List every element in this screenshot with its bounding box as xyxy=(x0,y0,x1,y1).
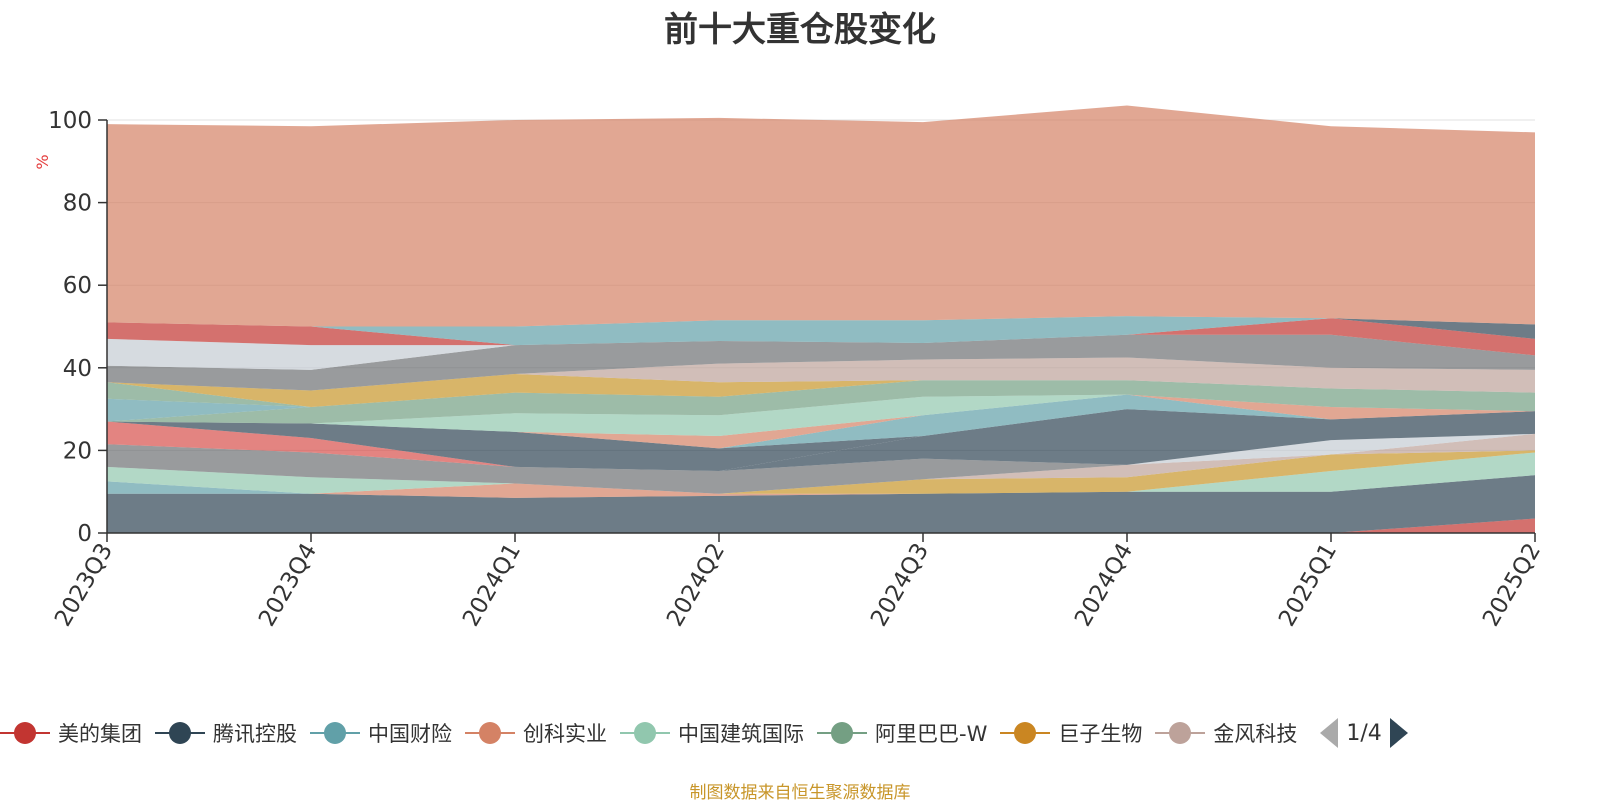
legend-item[interactable]: 阿里巴巴-W xyxy=(817,718,987,748)
x-tick-label: 2024Q3 xyxy=(866,539,934,631)
legend: 美的集团 腾讯控股 中国财险 创科实业 中国建筑国际 阿里巴巴-W 巨子生物 金风科技 1/4 xyxy=(0,713,1408,753)
x-tick-label: 2025Q1 xyxy=(1274,539,1342,631)
legend-page-indicator: 1/4 xyxy=(1346,720,1382,746)
area-band-17 xyxy=(107,380,1535,408)
y-tick-label: 80 xyxy=(63,191,92,217)
y-tick-label: 40 xyxy=(63,356,92,382)
area-band-1 xyxy=(107,475,1535,533)
legend-marker-icon xyxy=(465,722,515,744)
area-band-15 xyxy=(107,380,1535,424)
x-tick-label: 2023Q4 xyxy=(254,539,322,631)
legend-label: 巨子生物 xyxy=(1058,722,1143,746)
triangle-right-icon[interactable] xyxy=(1389,718,1408,748)
legend-item[interactable]: 巨子生物 xyxy=(1000,718,1142,748)
area-band-22 xyxy=(107,318,1535,356)
legend-marker-icon xyxy=(1000,722,1051,744)
x-tick-label: 2024Q1 xyxy=(458,539,526,631)
y-tick-label: 100 xyxy=(48,108,92,134)
legend-label: 腾讯控股 xyxy=(213,722,297,746)
area-band-4 xyxy=(107,452,1535,494)
area-band-21 xyxy=(107,334,1535,370)
area-band-20 xyxy=(107,334,1535,391)
area-band-12 xyxy=(107,394,1535,449)
legend-marker-icon xyxy=(817,722,867,744)
area-band-5 xyxy=(107,450,1535,494)
legend-marker-icon xyxy=(155,722,205,744)
area-band-18 xyxy=(107,373,1535,408)
area-band-11 xyxy=(107,409,1535,472)
legend-marker-icon xyxy=(310,722,360,744)
area-band-25 xyxy=(107,105,1535,327)
area-band-3 xyxy=(107,475,1535,498)
y-axis-label: % xyxy=(33,154,52,169)
x-tick-label: 2024Q4 xyxy=(1070,539,1138,631)
legend-item[interactable]: 美的集团 xyxy=(0,718,142,748)
y-tick-label: 0 xyxy=(77,521,92,547)
legend-item[interactable]: 中国建筑国际 xyxy=(620,718,804,748)
chart-title: 前十大重仓股变化 xyxy=(664,10,936,50)
triangle-left-icon[interactable] xyxy=(1320,718,1339,748)
legend-label: 阿里巴巴-W xyxy=(875,722,988,746)
area-layer xyxy=(107,105,1535,533)
legend-marker-icon xyxy=(1155,722,1206,744)
x-tick-label: 2023Q3 xyxy=(50,539,118,631)
x-tick-label: 2025Q2 xyxy=(1478,539,1546,631)
legend-item[interactable]: 创科实业 xyxy=(465,718,607,748)
y-tick-label: 60 xyxy=(63,273,92,299)
legend-item[interactable]: 腾讯控股 xyxy=(155,718,297,748)
legend-label: 美的集团 xyxy=(58,722,142,746)
legend-items: 美的集团 腾讯控股 中国财险 创科实业 中国建筑国际 阿里巴巴-W 巨子生物 金风科技 xyxy=(0,718,1310,748)
legend-pager: 1/4 xyxy=(1320,718,1408,748)
area-band-7 xyxy=(107,433,1535,494)
legend-label: 创科实业 xyxy=(523,722,607,746)
y-tick-label: 20 xyxy=(63,438,92,464)
area-band-8 xyxy=(107,433,1535,472)
area-band-23 xyxy=(107,316,1535,346)
x-tick-label: 2024Q2 xyxy=(662,539,730,631)
legend-label: 中国财险 xyxy=(368,722,452,746)
legend-label: 金风科技 xyxy=(1213,722,1298,746)
legend-item[interactable]: 中国财险 xyxy=(310,718,452,748)
legend-item[interactable]: 金风科技 xyxy=(1155,718,1297,748)
area-band-9 xyxy=(107,409,1535,472)
area-band-0 xyxy=(107,518,1535,533)
area-band-14 xyxy=(107,394,1535,436)
legend-marker-icon xyxy=(0,722,50,744)
source-note: 制图数据来自恒生聚源数据库 xyxy=(689,783,911,803)
legend-label: 中国建筑国际 xyxy=(678,722,804,746)
legend-marker-icon xyxy=(620,722,670,744)
area-band-19 xyxy=(107,357,1535,393)
